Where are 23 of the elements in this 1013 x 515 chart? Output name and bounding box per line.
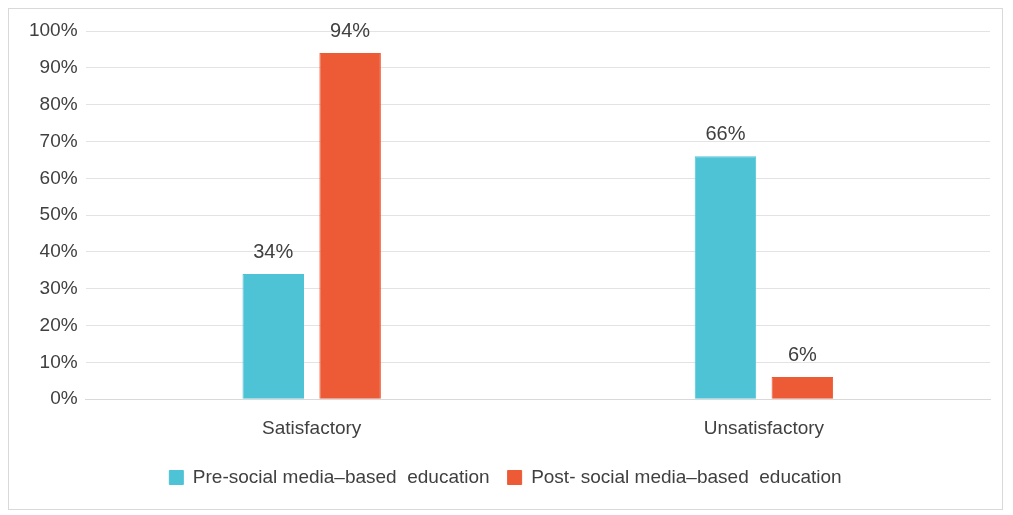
- legend-label: Post- social media–based education: [531, 465, 842, 487]
- y-tick-label: 20%: [39, 313, 78, 335]
- bar: [694, 156, 757, 399]
- y-tick-label: 50%: [39, 203, 78, 225]
- data-label: 34%: [253, 239, 294, 262]
- bar: [242, 274, 305, 399]
- y-tick-label: 100%: [28, 19, 78, 41]
- bar: [771, 377, 834, 399]
- y-tick-label: 40%: [39, 240, 78, 262]
- y-tick-label: 0%: [50, 387, 78, 409]
- y-tick-label: 30%: [39, 276, 78, 298]
- x-tick-label: Satisfactory: [262, 416, 362, 438]
- y-tick-label: 80%: [39, 92, 78, 114]
- data-label: 6%: [787, 342, 818, 365]
- y-tick-label: 10%: [39, 350, 78, 372]
- bar: [319, 53, 381, 399]
- data-label: 66%: [705, 121, 746, 144]
- x-tick-label: Unsatisfactory: [703, 416, 825, 438]
- y-tick-label: 90%: [39, 56, 78, 78]
- legend-label: Pre-social media–based education: [192, 465, 490, 487]
- y-tick-label: 70%: [39, 129, 78, 151]
- data-label: 94%: [330, 18, 371, 41]
- y-tick-label: 60%: [39, 166, 78, 188]
